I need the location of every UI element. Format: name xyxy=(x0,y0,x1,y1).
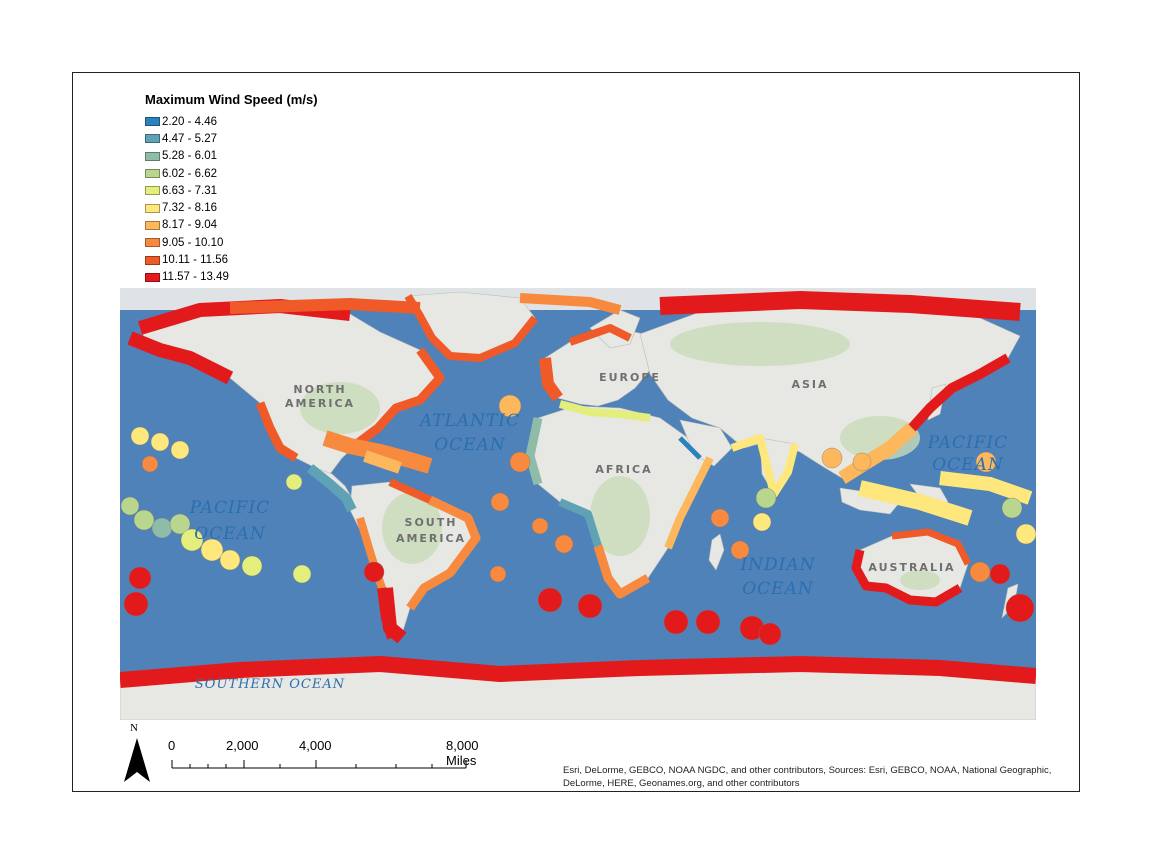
label-pacific-east-l2: OCEAN xyxy=(932,455,1004,475)
legend-swatch xyxy=(145,203,160,213)
label-south-america-l1: SOUTH xyxy=(405,516,458,529)
label-atlantic-ocean: ATLANTIC OCEAN xyxy=(418,411,520,455)
scale-tick-2000: 2,000 xyxy=(226,738,259,753)
label-north-america: NORTH AMERICA xyxy=(285,383,355,410)
legend-item: 5.28 - 6.01 xyxy=(145,148,318,165)
label-pacific-east-l1: PACIFIC xyxy=(927,433,1008,453)
label-indian-l1: INDIAN xyxy=(739,555,815,575)
legend-item: 9.05 - 10.10 xyxy=(145,234,318,251)
island-zones xyxy=(120,394,1036,646)
label-atlantic-l2: OCEAN xyxy=(434,435,506,455)
label-southern-ocean: SOUTHERN OCEAN xyxy=(195,677,345,692)
vegetation-tint xyxy=(300,322,940,590)
label-asia: ASIA xyxy=(791,378,828,391)
map-canvas: NORTH AMERICA SOUTH AMERICA EUROPE AFRICA … xyxy=(120,288,1036,720)
map-frame xyxy=(72,72,1080,792)
label-atlantic-l1: ATLANTIC xyxy=(418,411,520,431)
legend-label: 4.47 - 5.27 xyxy=(162,132,217,145)
label-europe: EUROPE xyxy=(599,371,661,384)
world-map[interactable]: NORTH AMERICA SOUTH AMERICA EUROPE AFRICA … xyxy=(120,288,1036,720)
label-pacific-west-l1: PACIFIC xyxy=(189,498,270,518)
wind-zones xyxy=(120,291,1036,688)
label-north-america-l2: AMERICA xyxy=(285,397,355,410)
legend-label: 8.17 - 9.04 xyxy=(162,219,217,232)
legend-item: 8.17 - 9.04 xyxy=(145,217,318,234)
legend-label: 2.20 - 4.46 xyxy=(162,115,217,128)
scale-tick-0: 0 xyxy=(168,738,176,753)
legend-swatch xyxy=(145,272,160,282)
label-africa: AFRICA xyxy=(595,463,652,476)
legend-swatch xyxy=(145,151,160,161)
label-south-america-l2: AMERICA xyxy=(396,532,466,545)
legend-swatch xyxy=(145,220,160,230)
legend-item: 7.32 - 8.16 xyxy=(145,199,318,216)
scale-bar: 0 2,000 4,000 8,000 Miles xyxy=(166,738,479,772)
label-indian-l2: OCEAN xyxy=(742,579,814,599)
legend-label: 7.32 - 8.16 xyxy=(162,202,217,215)
label-australia: AUSTRALIA xyxy=(868,561,955,574)
scale-tick-8000: 8,000 Miles xyxy=(446,738,479,768)
label-south-america: SOUTH AMERICA xyxy=(396,516,466,545)
legend-item: 6.63 - 7.31 xyxy=(145,182,318,199)
legend-swatch xyxy=(145,238,160,248)
legend-item: 4.47 - 5.27 xyxy=(145,130,318,147)
legend-label: 6.02 - 6.62 xyxy=(162,167,217,180)
legend-item: 2.20 - 4.46 xyxy=(145,113,318,130)
legend-items: 2.20 - 4.46 4.47 - 5.27 5.28 - 6.01 6.02 - … xyxy=(145,113,318,286)
legend-swatch xyxy=(145,117,160,127)
legend-item: 10.11 - 11.56 xyxy=(145,251,318,268)
label-north-america-l1: NORTH xyxy=(293,383,346,396)
legend-swatch xyxy=(145,134,160,144)
legend-label: 11.57 - 13.49 xyxy=(162,271,229,284)
legend-label: 9.05 - 10.10 xyxy=(162,236,224,249)
scale-tick-4000: 4,000 xyxy=(299,738,332,753)
legend-swatch xyxy=(145,169,160,179)
scale-bar-graphic xyxy=(171,760,467,769)
legend-label: 5.28 - 6.01 xyxy=(162,150,217,163)
label-pacific-ocean-west: PACIFIC OCEAN xyxy=(189,498,270,544)
legend-swatch xyxy=(145,186,160,196)
legend: Maximum Wind Speed (m/s) 2.20 - 4.46 4.47… xyxy=(145,92,318,286)
label-indian-ocean: INDIAN OCEAN xyxy=(739,555,815,599)
legend-title: Maximum Wind Speed (m/s) xyxy=(145,92,318,107)
legend-item: 11.57 - 13.49 xyxy=(145,269,318,286)
attribution-text: Esri, DeLorme, GEBCO, NOAA NGDC, and oth… xyxy=(563,765,1052,789)
label-pacific-west-l2: OCEAN xyxy=(194,524,266,544)
legend-swatch xyxy=(145,255,160,265)
north-arrow-label: N xyxy=(130,722,138,734)
north-arrow-icon xyxy=(124,738,150,782)
legend-item: 6.02 - 6.62 xyxy=(145,165,318,182)
legend-label: 6.63 - 7.31 xyxy=(162,184,217,197)
legend-label: 10.11 - 11.56 xyxy=(162,254,229,267)
label-pacific-ocean-east: PACIFIC OCEAN xyxy=(927,433,1008,475)
